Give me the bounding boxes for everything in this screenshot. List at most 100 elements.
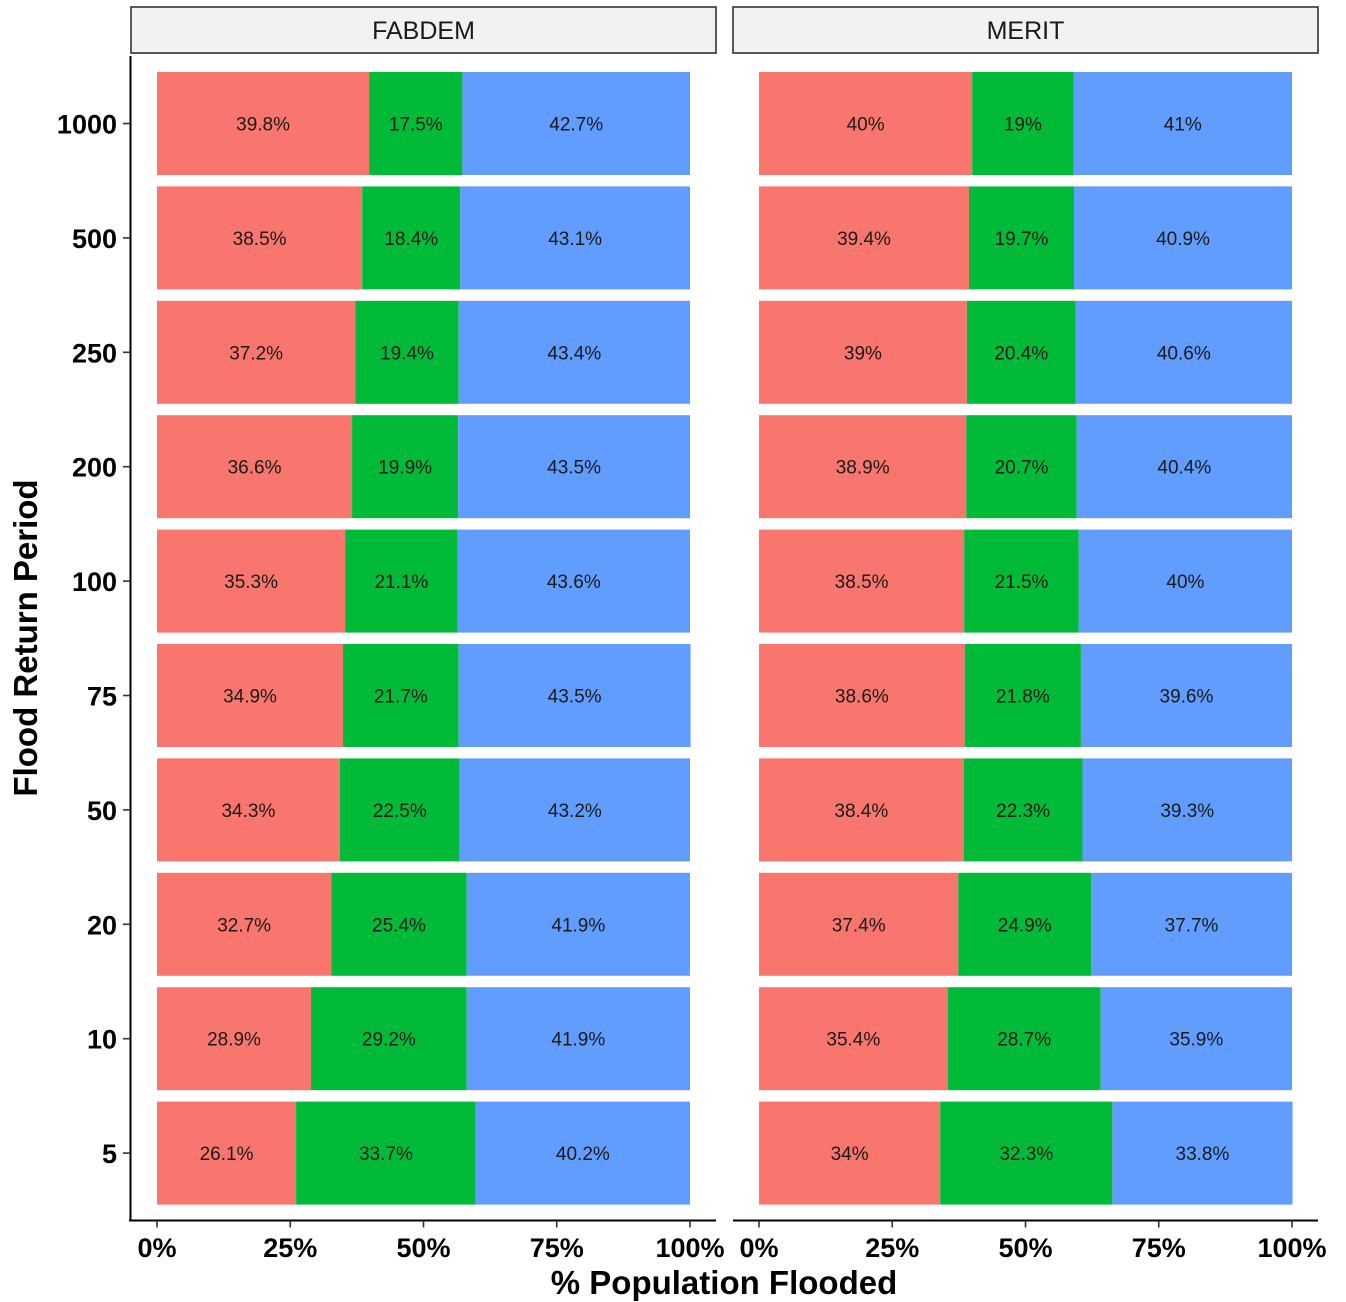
bar-segment [157, 1101, 297, 1205]
bar-segment [157, 72, 370, 175]
data-label: 28.7% [997, 1030, 1051, 1051]
data-label: 42.7% [549, 115, 603, 136]
bar-segment [1075, 300, 1292, 404]
bar-segment [759, 758, 964, 862]
data-label: 32.3% [999, 1144, 1053, 1165]
data-label: 38.5% [835, 572, 889, 593]
bar-segment [157, 415, 353, 519]
bar-segment [157, 300, 356, 404]
data-label: 22.3% [996, 801, 1050, 822]
data-label: 41% [1164, 115, 1202, 136]
data-label: 38.6% [835, 687, 889, 708]
bar-segment [966, 415, 1077, 519]
data-label: 39% [844, 343, 882, 364]
x-tick-label: 25% [865, 1233, 919, 1263]
bar-segment [1082, 758, 1292, 862]
data-label: 35.4% [826, 1030, 880, 1051]
data-label: 39.6% [1160, 687, 1214, 708]
bar-segment [759, 644, 965, 747]
bar-segment [1080, 644, 1292, 747]
panel-fabdem: FABDEM 39.8% 17.5% 42.7% 38.5% 18.4% 43.1% 37.2… [130, 6, 717, 1205]
bar-segment [352, 415, 459, 519]
data-label: 34.3% [221, 801, 275, 822]
bar-segment [1112, 1101, 1293, 1205]
data-label: 34.9% [223, 687, 277, 708]
bar-segment [157, 186, 363, 290]
x-axis-title: % Population Flooded [551, 1264, 897, 1301]
data-label: 32.7% [217, 915, 271, 936]
bar-segment [345, 529, 458, 633]
y-tick-label: 200 [72, 453, 117, 483]
x-tick-label: 75% [1132, 1233, 1186, 1263]
data-label: 41.9% [551, 1030, 605, 1051]
data-label: 40% [1166, 572, 1204, 593]
bar-segment [458, 415, 690, 519]
bar-segment [462, 72, 690, 175]
bar-segment [157, 758, 340, 862]
bar-segment [362, 186, 461, 290]
data-label: 20.7% [995, 458, 1049, 479]
data-label: 19.9% [378, 458, 432, 479]
bar-segment [1091, 872, 1292, 976]
data-label: 43.2% [548, 801, 602, 822]
data-label: 40.9% [1156, 229, 1210, 250]
y-tick-label: 100 [72, 567, 117, 597]
data-label: 29.2% [362, 1030, 416, 1051]
bar-segment [339, 758, 460, 862]
data-label: 35.3% [224, 572, 278, 593]
facet-strip-label: FABDEM [372, 17, 475, 45]
data-label: 33.7% [359, 1144, 413, 1165]
data-label: 21.8% [996, 687, 1050, 708]
data-label: 19.4% [380, 343, 434, 364]
axes-layer: 0% 25% 50% 75% 100% 0% 25% 50% 75% 100% 1000 500 250… [57, 56, 1327, 1263]
bar-segment [457, 529, 690, 633]
bar-segment [966, 300, 1076, 404]
data-label: 35.9% [1169, 1030, 1223, 1051]
data-label: 38.4% [834, 801, 888, 822]
bar-segment [759, 529, 965, 633]
data-label: 40.2% [556, 1144, 610, 1165]
facet-strip-label: MERIT [987, 17, 1065, 45]
data-label: 34% [831, 1144, 869, 1165]
bar-segment [963, 758, 1083, 862]
x-tick-label: 0% [137, 1233, 176, 1263]
y-tick-label: 250 [72, 338, 117, 368]
facet-strip [732, 6, 1319, 54]
x-tick-label: 50% [998, 1233, 1052, 1263]
x-tick-label: 100% [1257, 1233, 1326, 1263]
bar-segment [940, 1101, 1113, 1205]
bar-segment [947, 987, 1101, 1091]
data-label: 38.9% [836, 458, 890, 479]
data-label: 20.4% [994, 343, 1048, 364]
data-label: 40.6% [1157, 343, 1211, 364]
y-tick-label: 10 [87, 1025, 117, 1055]
bar-segment [369, 72, 463, 175]
bar-segment [1073, 72, 1292, 175]
data-label: 37.4% [832, 915, 886, 936]
y-tick-label: 5 [102, 1139, 117, 1169]
data-label: 40.4% [1157, 458, 1211, 479]
bar-segment [1078, 529, 1292, 633]
data-label: 17.5% [389, 115, 443, 136]
bar-segment [157, 644, 344, 747]
data-label: 43.5% [548, 687, 602, 708]
data-label: 43.1% [548, 229, 602, 250]
bar-segment [343, 644, 459, 747]
bar-segment [958, 872, 1092, 976]
bar-segment [459, 758, 690, 862]
data-label: 21.5% [995, 572, 1049, 593]
data-label: 22.5% [373, 801, 427, 822]
y-tick-label: 20 [87, 910, 117, 940]
bar-segment [759, 186, 970, 290]
bar-segment [458, 644, 691, 747]
bar-segment [759, 415, 967, 519]
data-label: 41.9% [551, 915, 605, 936]
data-label: 33.8% [1176, 1144, 1230, 1165]
y-tick-label: 1000 [57, 110, 117, 140]
y-tick-label: 75 [87, 682, 117, 712]
bar-segment [759, 872, 959, 976]
x-tick-label: 100% [655, 1233, 724, 1263]
data-label: 39.3% [1160, 801, 1214, 822]
data-label: 21.1% [374, 572, 428, 593]
bar-segment [311, 987, 467, 1091]
